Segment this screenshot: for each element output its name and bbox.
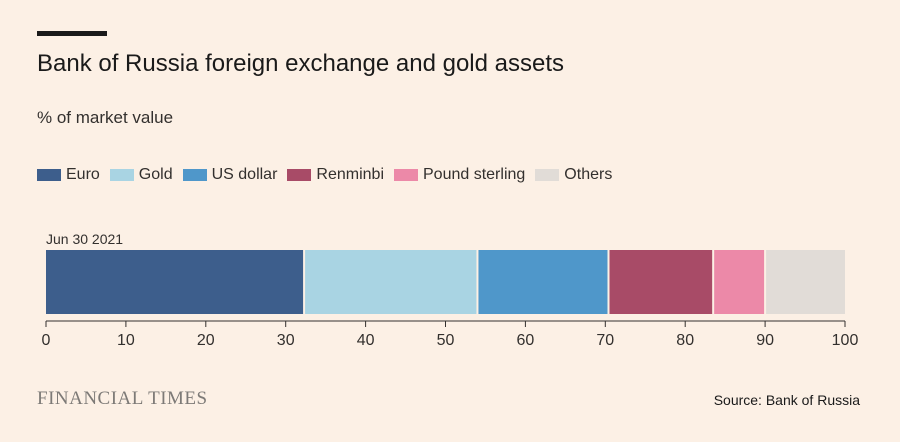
x-tick-label: 0: [42, 332, 51, 349]
x-tick-label: 100: [832, 332, 859, 349]
legend-swatch-us-dollar: [182, 169, 207, 181]
x-tick-label: 80: [676, 332, 694, 349]
legend-item-renminbi: Renminbi: [287, 166, 384, 184]
legend-swatch-renminbi: [287, 169, 312, 181]
legend-item-pound-sterling: Pound sterling: [394, 166, 525, 184]
bar-segment-renminbi: [608, 250, 714, 314]
bar-segment-us-dollar: [477, 250, 609, 314]
legend-item-others: Others: [535, 166, 612, 184]
legend-swatch-pound-sterling: [394, 169, 418, 181]
legend-item-us-dollar: US dollar: [182, 166, 278, 184]
category-label: Jun 30 2021: [46, 231, 123, 247]
x-tick-label: 30: [277, 332, 295, 349]
legend: Euro Gold US dollar Renminbi Pound sterl…: [37, 166, 622, 184]
legend-swatch-euro: [37, 169, 61, 181]
legend-swatch-gold: [109, 169, 134, 181]
legend-label-us-dollar: US dollar: [211, 166, 278, 183]
chart-title: Bank of Russia foreign exchange and gold…: [37, 50, 565, 77]
bar-segment-others: [765, 250, 845, 314]
x-tick-label: 40: [357, 332, 375, 349]
x-tick-label: 70: [596, 332, 614, 349]
legend-label-pound-sterling: Pound sterling: [423, 166, 526, 183]
x-tick-label: 50: [437, 332, 455, 349]
bar-segment-euro: [46, 250, 305, 314]
source-note: Source: Bank of Russia: [713, 392, 860, 408]
bar-segment-gold: [304, 250, 478, 314]
stacked-bar-chart: Jun 30 2021 0 10 20 30 40 50 60 70 80 90 100: [42, 231, 859, 349]
chart-subtitle: % of market value: [37, 108, 174, 127]
x-tick-label: 20: [197, 332, 215, 349]
legend-swatch-others: [535, 169, 560, 181]
legend-label-renminbi: Renminbi: [316, 166, 384, 183]
legend-label-gold: Gold: [138, 166, 173, 183]
legend-label-others: Others: [564, 166, 613, 183]
legend-label-euro: Euro: [66, 166, 100, 183]
legend-item-gold: Gold: [109, 166, 173, 184]
publisher-logo: FINANCIAL TIMES: [37, 388, 208, 409]
x-tick-label: 60: [517, 332, 535, 349]
legend-item-euro: Euro: [37, 166, 100, 184]
x-tick-label: 90: [756, 332, 774, 349]
title-accent-bar: [37, 31, 107, 36]
bar-segment-pound-sterling: [713, 250, 766, 314]
x-tick-label: 10: [117, 332, 135, 349]
